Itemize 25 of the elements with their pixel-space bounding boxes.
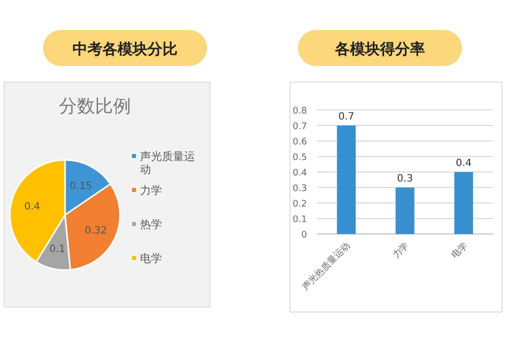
data-label: 0.1 <box>49 244 66 256</box>
y-tick-label: 0.3 <box>292 184 307 194</box>
chart-subtitle: 分数比例 <box>59 96 131 117</box>
x-tick-label: 声光热质量运动 <box>300 240 352 293</box>
data-label: 0.15 <box>70 180 92 192</box>
legend-label: 力学 <box>140 184 162 197</box>
y-tick-label: 0.5 <box>292 153 307 163</box>
data-label: 0.7 <box>338 112 354 122</box>
data-label: 0.4 <box>456 158 472 169</box>
y-tick-label: 0.6 <box>292 138 308 148</box>
chart-title: 中考各模块分比 <box>72 40 178 58</box>
y-tick-label: 0.7 <box>292 122 307 132</box>
y-tick-label: 0.2 <box>292 200 307 210</box>
legend-label: 声光质量运动 <box>140 150 195 176</box>
x-tick-label: 电学 <box>449 240 470 261</box>
x-tick-label: 力学 <box>390 240 412 261</box>
legend-label: 热学 <box>140 218 162 231</box>
y-tick-label: 0.8 <box>292 106 308 116</box>
y-tick-label: 0 <box>301 230 308 240</box>
y-tick-label: 0.4 <box>292 168 308 178</box>
data-label: 0.3 <box>397 174 413 184</box>
chart-title: 各模块得分率 <box>334 40 425 58</box>
y-tick-label: 0.1 <box>292 215 307 225</box>
data-label: 0.4 <box>24 202 40 213</box>
data-label: 0.32 <box>84 225 108 236</box>
